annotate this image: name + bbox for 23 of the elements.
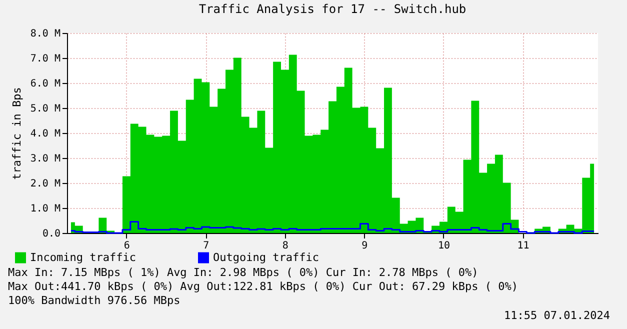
x-tick-label: 7 [203, 240, 210, 252]
chart-title: Traffic Analysis for 17 -- Switch.hub [198, 2, 466, 16]
text: 11:55 07.01.2024 [504, 309, 610, 322]
y-tick-label: 6.0 M [30, 78, 60, 90]
y-tick-label: 5.0 M [30, 104, 60, 114]
x-tick-label: 9 [362, 240, 368, 252]
y-tick-label: 2.0 M [30, 178, 60, 190]
x-tick-label: 6 [124, 240, 130, 252]
text: Max Out:441.70 kBps ( 0%) Avg Out:122.81 kBps ( 0%) Cur Out: 67.29 kBps ( 0%) [8, 280, 518, 293]
text: Max In: 7.15 MBps ( 1%) Avg In: 2.98 MBps ( 0%) Cur In: 2.78 MBps ( 0%) [8, 266, 478, 279]
y-axis-title: traffic in Bps [10, 87, 24, 180]
legend-label: Outgoing traffic [213, 250, 319, 264]
y-tick-label: 0.0 [42, 228, 60, 240]
y-tick-label: 7.0 M [30, 54, 60, 64]
x-tick-label: 10 [438, 240, 450, 252]
text: 100% Bandwidth 976.56 MBps [8, 294, 180, 307]
x-tick-label: 11 [517, 240, 530, 252]
y-tick-label: 3.0 M [30, 154, 60, 164]
legend-label: Incoming traffic [30, 250, 136, 264]
x-tick-label: 8 [282, 240, 288, 252]
y-tick-label: 4.0 M [30, 128, 60, 140]
y-tick-label: 1.0 M [30, 204, 60, 214]
y-tick-label: 8.0 M [30, 28, 60, 40]
